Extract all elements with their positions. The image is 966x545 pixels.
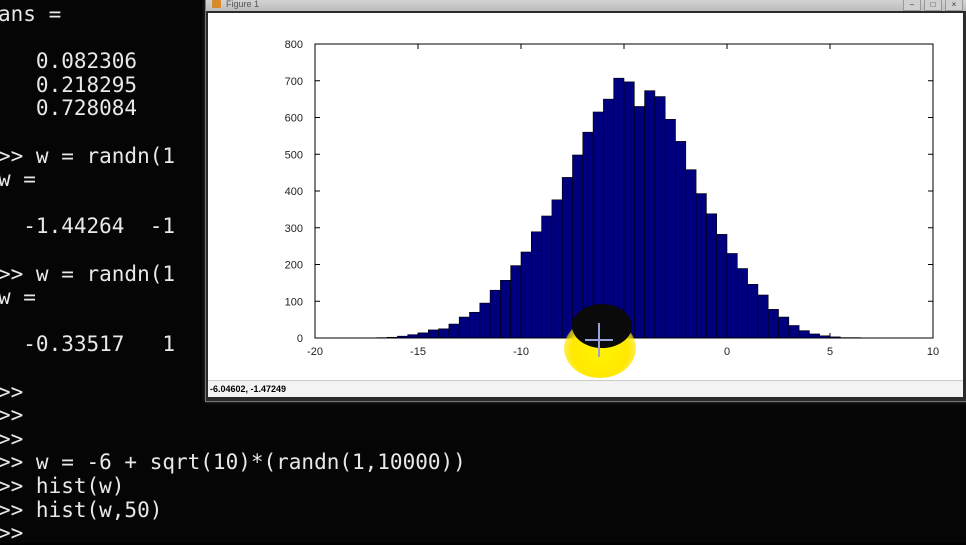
histogram-bar (531, 232, 541, 338)
terminal-line: >> (0, 427, 23, 451)
y-tick-label: 300 (285, 223, 303, 235)
x-tick-label: 0 (724, 346, 730, 358)
histogram-bar (459, 317, 469, 338)
histogram-bar (768, 309, 778, 338)
histogram-bar (706, 214, 716, 338)
x-tick-label: 10 (927, 346, 939, 358)
terminal-line: >> w = -6 + sqrt(10)*(randn(1,10000)) (0, 450, 466, 474)
histogram-bar (748, 284, 758, 338)
histogram-bar (552, 200, 562, 338)
figure-titlebar[interactable]: Figure 1 – □ × (206, 0, 966, 11)
terminal-line: ans = (0, 2, 61, 26)
histogram-bar (779, 317, 789, 338)
terminal-line: -0.33517 1 (0, 332, 175, 356)
terminal-line: 0.728084 (0, 96, 137, 120)
x-tick-label: -10 (513, 346, 529, 358)
terminal-line: 0.082306 (0, 49, 137, 73)
terminal-line: >> (0, 521, 23, 545)
histogram-bar (676, 141, 686, 338)
figure-title: Figure 1 (226, 0, 259, 9)
histogram-bar (521, 252, 531, 338)
histogram-bar (799, 331, 809, 338)
histogram-bar (665, 119, 675, 338)
histogram-bar (542, 216, 552, 338)
histogram-bar (727, 253, 737, 338)
terminal-line: >> (0, 403, 23, 427)
terminal-line: >> w = randn(1 (0, 262, 175, 286)
histogram-bar (439, 329, 449, 338)
maximize-button[interactable]: □ (924, 0, 942, 11)
histogram-bar (511, 266, 521, 338)
terminal-line: w = (0, 285, 36, 309)
x-tick-label: 5 (827, 346, 833, 358)
terminal-line: w = (0, 167, 36, 191)
y-tick-label: 100 (285, 296, 303, 308)
terminal-line: >> w = randn(1 (0, 144, 175, 168)
figure-statusbar: -6.04602, -1.47249 (208, 380, 963, 397)
terminal-line: >> (0, 380, 23, 404)
minimize-button[interactable]: – (903, 0, 921, 11)
histogram-bar (717, 234, 727, 338)
x-tick-label: -20 (307, 346, 323, 358)
histogram-bar (789, 326, 799, 338)
cursor-coordinates: -6.04602, -1.47249 (210, 384, 286, 394)
y-tick-label: 200 (285, 260, 303, 272)
histogram-bar (809, 334, 819, 338)
terminal-line: >> hist(w,50) (0, 498, 162, 522)
histogram-bar (758, 295, 768, 338)
histogram-bar (470, 312, 480, 338)
y-tick-label: 0 (297, 333, 303, 345)
histogram-bar (562, 177, 572, 338)
figure-app-icon (212, 0, 221, 8)
histogram-bar (696, 194, 706, 338)
histogram-bar (645, 91, 655, 338)
histogram-bar (490, 290, 500, 338)
histogram-bar (634, 106, 644, 338)
histogram-bar (428, 330, 438, 338)
terminal-line: >> hist(w) (0, 474, 124, 498)
histogram-bar (449, 324, 459, 338)
histogram-bar (480, 303, 490, 338)
y-tick-label: 500 (285, 149, 303, 161)
histogram-bar (418, 333, 428, 338)
close-button[interactable]: × (945, 0, 963, 11)
y-tick-label: 700 (285, 76, 303, 88)
y-tick-label: 600 (285, 113, 303, 125)
histogram-bar (655, 97, 665, 338)
terminal-line: 0.218295 (0, 73, 137, 97)
x-tick-label: -15 (410, 346, 426, 358)
y-tick-label: 800 (285, 39, 303, 51)
histogram-bar (500, 280, 510, 338)
histogram-bar (624, 82, 634, 338)
histogram-bar (603, 99, 613, 338)
y-tick-label: 400 (285, 186, 303, 198)
crosshair-cursor-icon (585, 323, 613, 357)
histogram-bar (614, 78, 624, 338)
terminal-line: -1.44264 -1 (0, 214, 175, 238)
histogram-bar (686, 170, 696, 338)
histogram-bar (737, 269, 747, 338)
